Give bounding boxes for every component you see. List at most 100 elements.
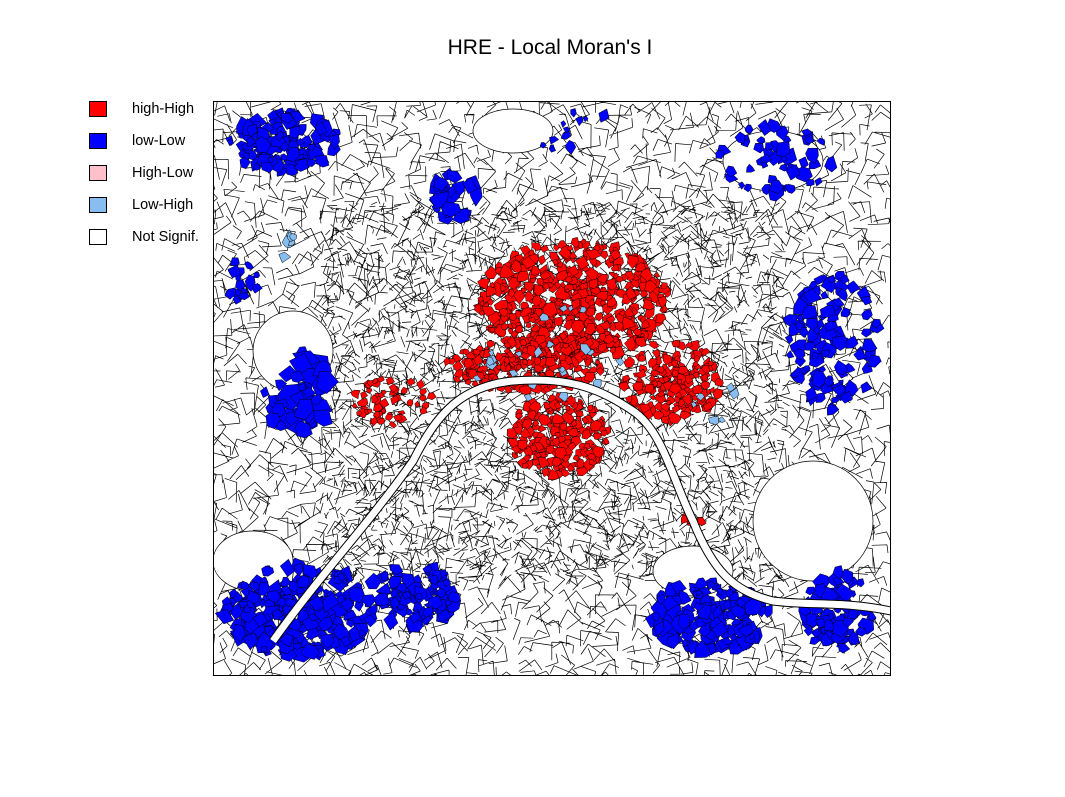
cluster-polygon <box>668 411 682 424</box>
legend-label-high-low: High-Low <box>132 165 194 181</box>
cluster-polygon <box>464 378 472 386</box>
cluster-polygon <box>503 356 510 366</box>
cluster-polygon <box>533 357 542 366</box>
cluster-polygon <box>626 328 632 336</box>
cluster-polygon <box>526 345 538 358</box>
cluster-polygon <box>468 368 478 380</box>
cluster-polygon <box>481 305 496 317</box>
cluster-polygon <box>649 394 656 401</box>
cluster-polygon <box>606 278 618 291</box>
cluster-polygon <box>599 299 608 306</box>
cluster-polygon <box>527 249 535 257</box>
cluster-polygon <box>553 243 560 252</box>
cluster-polygon <box>498 307 509 317</box>
cluster-polygon <box>692 384 704 395</box>
open-area <box>752 460 874 582</box>
cluster-polygon <box>595 367 605 376</box>
cluster-polygon <box>555 270 569 281</box>
cluster-polygon <box>527 316 537 324</box>
cluster-polygon <box>463 358 475 369</box>
cluster-polygon <box>530 264 542 276</box>
cluster-polygon <box>552 258 559 265</box>
legend-label-low-high: Low-High <box>132 197 194 213</box>
cluster-polygon <box>489 326 496 333</box>
legend-swatch-low-high <box>89 197 107 213</box>
cluster-polygon <box>521 314 532 324</box>
cluster-polygon <box>625 285 638 300</box>
cluster-polygon <box>520 301 530 309</box>
cluster-polygon <box>520 287 528 294</box>
cluster-polygon <box>552 337 560 346</box>
cluster-polygon <box>597 274 608 284</box>
cluster-polygon <box>689 368 696 375</box>
chart-title: HRE - Local Moran's I <box>447 36 653 59</box>
cluster-polygon <box>589 278 599 290</box>
cluster-polygon <box>473 348 481 357</box>
cluster-polygon <box>566 244 574 252</box>
cluster-polygon <box>531 294 542 308</box>
cluster-polygon <box>506 350 515 359</box>
cluster-polygon <box>575 255 590 270</box>
cluster-polygon <box>585 249 602 261</box>
cluster-polygon <box>564 276 573 283</box>
legend-item-low-high: Low-High <box>89 197 229 215</box>
cluster-polygon <box>618 309 626 317</box>
cluster-polygon <box>507 289 516 298</box>
cluster-polygon <box>625 395 633 403</box>
cluster-polygon <box>595 291 608 301</box>
cluster-polygon <box>494 352 503 362</box>
cluster-polygon <box>545 322 552 330</box>
cluster-polygon <box>539 244 549 253</box>
cluster-polygon <box>639 290 649 298</box>
cluster-polygon <box>582 337 595 349</box>
cluster-polygon <box>644 308 655 320</box>
cluster-polygon <box>478 309 486 316</box>
cluster-polygon <box>500 314 510 324</box>
cluster-polygon <box>533 283 545 297</box>
map-canvas <box>213 101 891 676</box>
cluster-polygon <box>657 295 667 309</box>
open-area <box>472 108 554 154</box>
legend-item-high-low: High-Low <box>89 165 229 183</box>
cluster-polygon <box>515 254 524 263</box>
cluster-polygon <box>594 311 604 322</box>
cluster-polygon <box>443 356 451 367</box>
cluster-polygon <box>506 335 517 349</box>
cluster-polygon <box>639 267 653 283</box>
cluster-polygon <box>515 364 522 371</box>
cluster-polygon <box>565 288 570 294</box>
cluster-polygon <box>635 337 647 348</box>
cluster-polygon <box>499 263 516 279</box>
cluster-polygon <box>653 271 661 278</box>
cluster-polygon <box>605 315 616 324</box>
cluster-polygon <box>644 280 658 294</box>
cluster-polygon <box>452 375 462 383</box>
cluster-polygon <box>479 300 485 307</box>
legend-swatch-high-high <box>89 101 107 117</box>
cluster-polygon <box>618 382 630 392</box>
cluster-polygon <box>505 364 512 372</box>
cluster-polygon <box>508 313 518 322</box>
cluster-polygon <box>501 278 507 285</box>
cluster-polygon <box>554 316 564 327</box>
cluster-polygon <box>542 385 551 393</box>
legend-label-not-significant: Not Signif. <box>132 229 199 245</box>
cluster-polygon <box>525 321 532 329</box>
cluster-polygon <box>585 307 596 317</box>
cluster-polygon <box>545 356 557 367</box>
cluster-polygon <box>567 264 580 277</box>
cluster-polygon <box>584 358 592 368</box>
cluster-polygon <box>547 362 561 372</box>
cluster-polygon <box>673 355 682 364</box>
cluster-polygon <box>539 270 552 281</box>
cluster-polygon <box>515 325 524 334</box>
cluster-polygons <box>214 107 885 663</box>
cluster-polygon <box>570 236 580 249</box>
cluster-polygon <box>554 281 562 290</box>
cluster-polygon <box>486 340 496 348</box>
cluster-polygon <box>595 359 601 365</box>
cluster-polygon <box>503 385 513 394</box>
cluster-polygon <box>805 179 815 187</box>
cluster-polygon <box>531 242 543 252</box>
cluster-polygon <box>642 299 656 311</box>
